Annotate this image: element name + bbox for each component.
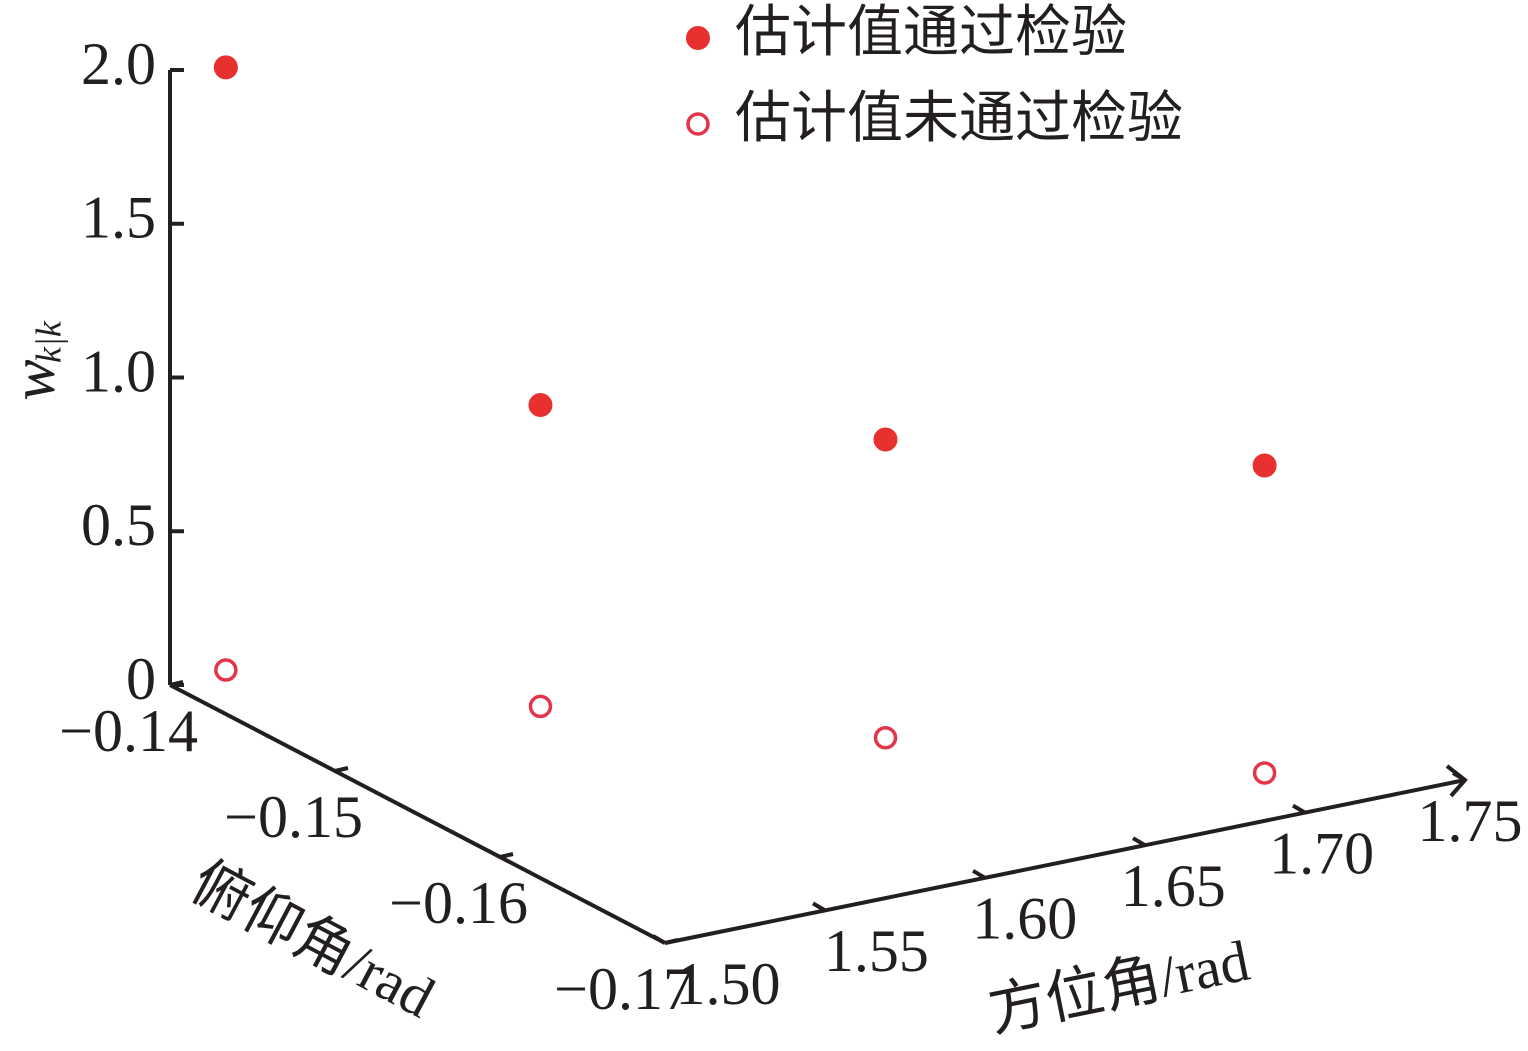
- y-tick: [499, 852, 514, 859]
- z-tick-label: 1.5: [81, 185, 156, 251]
- y-tick: [664, 938, 679, 945]
- x-tick: [811, 901, 827, 913]
- x-tick: [1451, 771, 1467, 782]
- x-tick-label: 1.70: [1269, 820, 1374, 886]
- z-tick-label: 2.0: [81, 31, 156, 97]
- legend-label: 估计值未通过检验: [735, 88, 1183, 150]
- x-tick-label: 1.60: [972, 886, 1077, 952]
- z-tick-label: 0.5: [81, 492, 156, 558]
- legend-label: 估计值通过检验: [735, 2, 1127, 64]
- filled-point: [528, 393, 553, 418]
- z-tick-label: 0: [126, 646, 156, 712]
- filled-point: [1252, 453, 1277, 478]
- z-tick-label: 1.0: [81, 338, 156, 404]
- filled-point: [873, 427, 898, 452]
- legend-marker: [686, 112, 710, 136]
- hollow-point: [214, 658, 238, 682]
- x-tick-label: 1.75: [1418, 788, 1523, 854]
- y-tick-label: −0.15: [224, 784, 363, 850]
- y-tick-label: −0.17: [554, 956, 693, 1022]
- x-tick: [651, 934, 667, 945]
- hollow-point: [528, 694, 553, 719]
- y-axis-line: [169, 683, 666, 945]
- x-tick-label: 1.65: [1121, 853, 1226, 919]
- x-tick-label: 1.55: [824, 918, 929, 984]
- y-tick-label: −0.14: [59, 698, 198, 764]
- z-axis-label-sub: k|k: [28, 320, 68, 363]
- x-tick-label: 1.50: [676, 951, 781, 1017]
- x-tick: [1131, 836, 1147, 847]
- x-tick: [1291, 803, 1307, 815]
- legend-marker: [686, 26, 710, 50]
- hollow-point: [1252, 761, 1277, 785]
- z-axis-label-main: w: [0, 359, 68, 400]
- hollow-point: [873, 726, 898, 750]
- y-tick-label: −0.16: [389, 870, 528, 936]
- x-axis-line: [664, 778, 1466, 945]
- z-axis-label: w k|k: [0, 320, 68, 401]
- y-tick: [334, 766, 349, 773]
- x-tick: [971, 869, 987, 880]
- filled-point: [213, 55, 238, 80]
